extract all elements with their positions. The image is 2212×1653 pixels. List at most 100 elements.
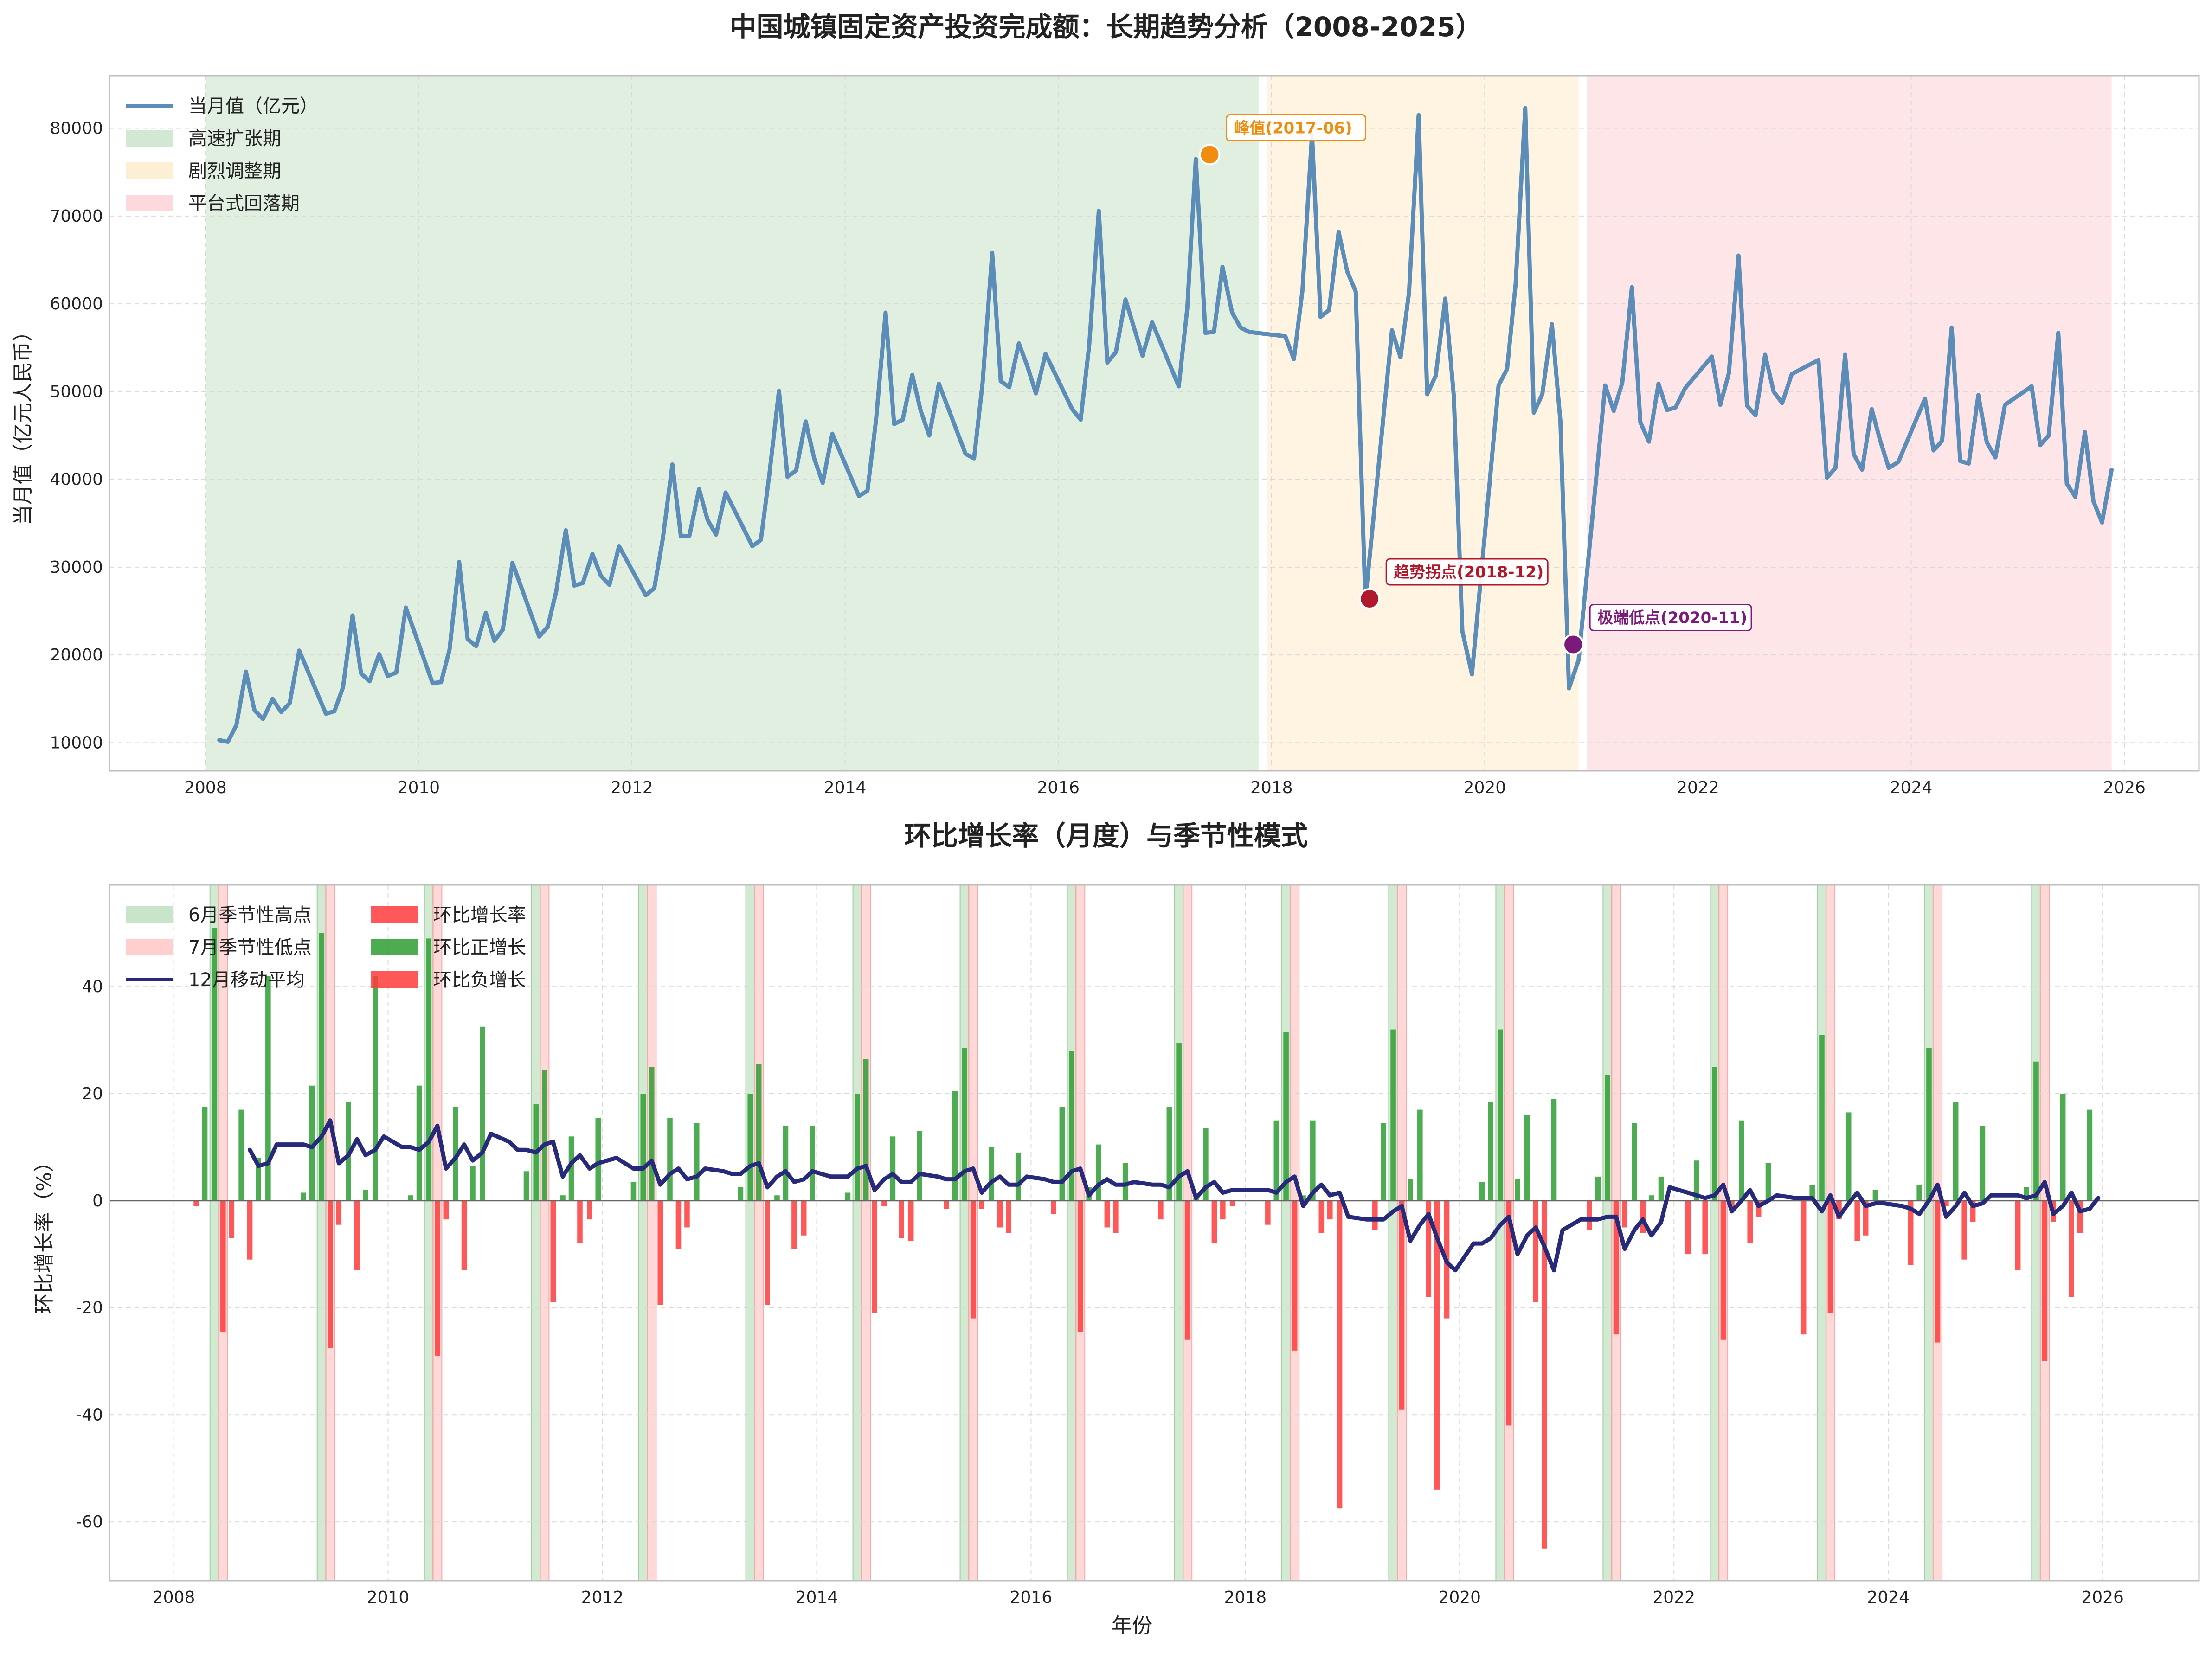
bar-negative	[577, 1200, 583, 1244]
bar-positive	[694, 1123, 700, 1201]
bar-negative	[1292, 1200, 1298, 1351]
bar-negative	[1399, 1200, 1405, 1410]
region-span	[205, 76, 1259, 771]
bar-positive	[1310, 1120, 1316, 1201]
bar-negative	[1908, 1200, 1914, 1265]
july-span	[540, 884, 550, 1581]
bar-positive	[952, 1091, 958, 1201]
y-tick-label: -40	[76, 1405, 103, 1424]
bar-negative	[675, 1200, 682, 1249]
y-tick-label: 80000	[50, 119, 103, 138]
bar-positive	[917, 1131, 922, 1201]
legend-label: 12月移动平均	[188, 969, 305, 991]
bar-negative	[944, 1200, 949, 1209]
bar-positive	[1738, 1120, 1744, 1201]
bar-positive	[1953, 1102, 1959, 1201]
x-tick-label: 2016	[1037, 778, 1080, 797]
bar-negative	[1622, 1200, 1627, 1228]
x-tick-label: 2010	[398, 778, 440, 797]
x-tick-label: 2018	[1224, 1588, 1267, 1607]
bar-positive	[1845, 1112, 1852, 1201]
bar-positive	[480, 1026, 485, 1201]
x-tick-label: 2014	[824, 778, 867, 797]
annotation-box	[1589, 603, 1752, 631]
bar-positive	[2087, 1109, 2093, 1201]
bar-positive	[1595, 1176, 1601, 1201]
bar-negative	[1434, 1200, 1440, 1490]
bar-positive	[1980, 1126, 1986, 1201]
bar-positive	[1069, 1051, 1074, 1201]
bar-negative	[1051, 1200, 1056, 1214]
bar-negative	[550, 1200, 556, 1302]
bar-negative	[2015, 1200, 2021, 1270]
bar-positive	[989, 1147, 994, 1201]
bar-positive	[2060, 1094, 2066, 1201]
june-span	[1388, 884, 1398, 1581]
bar-negative	[1077, 1200, 1083, 1332]
legend-patch-swatch	[371, 939, 418, 955]
legend-label: 6月季节性高点	[188, 904, 311, 926]
y-axis-label: 当月值（亿元人民币）	[11, 321, 35, 525]
bar-positive	[1926, 1048, 1932, 1201]
legend-patch-swatch	[371, 971, 418, 988]
x-tick-label: 2012	[581, 1588, 624, 1607]
y-tick-label: 20	[82, 1084, 103, 1103]
bar-negative	[1184, 1200, 1190, 1340]
bar-negative	[1211, 1200, 1217, 1244]
june-span	[638, 884, 648, 1581]
bar-negative	[872, 1200, 877, 1313]
bar-negative	[1755, 1200, 1762, 1217]
bar-positive	[1524, 1115, 1530, 1201]
bar-negative	[2069, 1200, 2074, 1297]
bar-positive	[1122, 1163, 1128, 1201]
annotation-box	[1225, 114, 1366, 141]
legend-patch-swatch	[126, 906, 173, 923]
bar-negative	[1747, 1200, 1753, 1244]
june-span	[1067, 884, 1077, 1581]
legend-region-swatch	[126, 162, 173, 179]
june-span	[959, 884, 970, 1581]
bar-negative	[1935, 1200, 1941, 1343]
bar-negative	[1337, 1200, 1343, 1509]
bar-negative	[220, 1200, 226, 1332]
bar-positive	[890, 1136, 896, 1201]
legend-label: 环比增长率	[433, 904, 526, 926]
bar-negative	[1426, 1200, 1432, 1297]
bar-positive	[202, 1107, 208, 1201]
bar-negative	[657, 1200, 663, 1305]
annotation-label: 峰值(2017-06)	[1234, 119, 1352, 137]
y-tick-label: -20	[76, 1299, 103, 1318]
bar-positive	[212, 928, 218, 1201]
x-tick-label: 2010	[367, 1588, 410, 1607]
bar-positive	[568, 1136, 574, 1201]
bar-negative	[979, 1200, 984, 1209]
bar-positive	[363, 1190, 368, 1201]
bar-positive	[1605, 1075, 1610, 1201]
bar-negative	[1506, 1200, 1512, 1426]
bar-negative	[1970, 1200, 1976, 1222]
bar-negative	[881, 1200, 887, 1206]
moving-average-line	[248, 1118, 2101, 1273]
bar-positive	[265, 976, 271, 1201]
y-axis-label: 环比增长率（%）	[32, 1152, 56, 1314]
bar-negative	[970, 1200, 976, 1319]
bar-positive	[667, 1117, 673, 1201]
bar-positive	[238, 1109, 244, 1201]
bar-negative	[1800, 1200, 1807, 1335]
bar-positive	[301, 1192, 306, 1201]
bar-negative	[1318, 1200, 1325, 1233]
bar-positive	[2033, 1061, 2039, 1201]
bar-positive	[1872, 1190, 1878, 1201]
bar-negative	[1327, 1200, 1333, 1220]
bar-negative	[435, 1200, 440, 1356]
bar-negative	[1220, 1200, 1226, 1220]
bar-positive	[1765, 1163, 1771, 1201]
bar-negative	[1720, 1200, 1726, 1340]
y-tick-label: 10000	[50, 733, 103, 752]
annotation-label: 趋势拐点(2018-12)	[1394, 563, 1543, 582]
annotation-label: 极端低点(2020-11)	[1597, 609, 1747, 627]
bar-chart: 2008 2010 2012 2014 2016 2018 2020 2022 2024 2026…	[32, 884, 2200, 1607]
bar-negative	[791, 1200, 797, 1249]
x-tick-label: 2020	[1464, 778, 1506, 797]
